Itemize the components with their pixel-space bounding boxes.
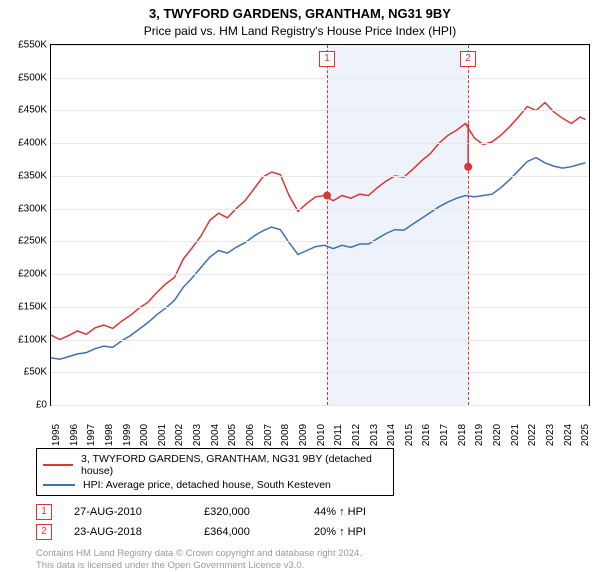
x-axis-label: 2025 xyxy=(580,424,591,446)
x-axis-label: 2019 xyxy=(474,424,485,446)
x-axis-label: 2004 xyxy=(210,424,221,446)
gridline xyxy=(51,405,589,406)
chart-title: 3, TWYFORD GARDENS, GRANTHAM, NG31 9BY xyxy=(0,6,600,21)
event-marker-box: 2 xyxy=(460,51,476,67)
gridline xyxy=(51,78,589,79)
gridline xyxy=(51,110,589,111)
x-axis-label: 1997 xyxy=(86,424,97,446)
gridline xyxy=(51,274,589,275)
event-date: 27-AUG-2010 xyxy=(74,506,204,518)
y-axis-label: £50K xyxy=(24,367,47,378)
legend-label: HPI: Average price, detached house, Sout… xyxy=(83,479,331,491)
event-pct: 44% ↑ HPI xyxy=(314,506,414,518)
x-axis-label: 2021 xyxy=(510,424,521,446)
y-axis-label: £550K xyxy=(18,40,47,51)
events-table: 1 27-AUG-2010£320,00044% ↑ HPI 2 23-AUG-201… xyxy=(36,502,600,542)
series-hpi xyxy=(51,158,586,360)
x-axis-label: 2017 xyxy=(439,424,450,446)
x-axis-label: 2024 xyxy=(563,424,574,446)
gridline xyxy=(51,176,589,177)
legend-swatch xyxy=(43,484,75,486)
x-axis-label: 2003 xyxy=(192,424,203,446)
event-row: 2 23-AUG-2018£364,00020% ↑ HPI xyxy=(36,522,600,542)
y-axis-label: £250K xyxy=(18,236,47,247)
y-axis-label: £0 xyxy=(36,400,47,411)
series-price_paid xyxy=(51,103,586,340)
event-price: £320,000 xyxy=(204,506,314,518)
x-axis-label: 2011 xyxy=(333,424,344,446)
gridline xyxy=(51,241,589,242)
y-axis-label: £300K xyxy=(18,203,47,214)
x-axis-label: 2010 xyxy=(316,424,327,446)
plot-svg xyxy=(51,45,589,405)
x-axis-label: 2008 xyxy=(280,424,291,446)
gridline xyxy=(51,307,589,308)
event-pct: 20% ↑ HPI xyxy=(314,526,414,538)
event-marker-box: 1 xyxy=(319,51,335,67)
event-id-box: 1 xyxy=(36,504,52,520)
y-axis-label: £150K xyxy=(18,301,47,312)
x-axis-label: 2007 xyxy=(263,424,274,446)
x-axis-label: 2014 xyxy=(386,424,397,446)
x-axis-label: 2018 xyxy=(457,424,468,446)
x-axis-label: 2023 xyxy=(545,424,556,446)
legend: 3, TWYFORD GARDENS, GRANTHAM, NG31 9BY (… xyxy=(36,448,394,496)
x-axis-label: 2022 xyxy=(527,424,538,446)
x-axis-label: 1995 xyxy=(51,424,62,446)
gridline xyxy=(51,143,589,144)
legend-item: HPI: Average price, detached house, Sout… xyxy=(43,478,387,492)
legend-swatch xyxy=(43,464,73,466)
event-vline xyxy=(468,45,469,405)
x-axis-label: 2015 xyxy=(404,424,415,446)
y-axis-label: £400K xyxy=(18,138,47,149)
y-axis-label: £450K xyxy=(18,105,47,116)
gridline xyxy=(51,340,589,341)
x-axis-label: 2009 xyxy=(298,424,309,446)
event-vline xyxy=(327,45,328,405)
y-axis-label: £200K xyxy=(18,269,47,280)
y-axis-label: £500K xyxy=(18,72,47,83)
footnote-line: Contains HM Land Registry data © Crown c… xyxy=(36,548,600,560)
plot-area: £0£50K£100K£150K£200K£250K£300K£350K£400… xyxy=(50,44,590,406)
event-price: £364,000 xyxy=(204,526,314,538)
chart-subtitle: Price paid vs. HM Land Registry's House … xyxy=(0,24,600,38)
gridline xyxy=(51,45,589,46)
chart-container: 3, TWYFORD GARDENS, GRANTHAM, NG31 9BY P… xyxy=(0,6,600,566)
x-axis-label: 2001 xyxy=(157,424,168,446)
x-axis-label: 2020 xyxy=(492,424,503,446)
event-row: 1 27-AUG-2010£320,00044% ↑ HPI xyxy=(36,502,600,522)
x-axis-label: 1999 xyxy=(122,424,133,446)
footnote-line: This data is licensed under the Open Gov… xyxy=(36,560,600,572)
y-axis-label: £100K xyxy=(18,334,47,345)
x-axis-label: 2016 xyxy=(421,424,432,446)
gridline xyxy=(51,209,589,210)
x-axis-label: 2005 xyxy=(227,424,238,446)
event-date: 23-AUG-2018 xyxy=(74,526,204,538)
x-axis-label: 1996 xyxy=(69,424,80,446)
x-axis-label: 2006 xyxy=(245,424,256,446)
gridline xyxy=(51,372,589,373)
x-axis-label: 2013 xyxy=(369,424,380,446)
x-axis-label: 2000 xyxy=(139,424,150,446)
legend-item: 3, TWYFORD GARDENS, GRANTHAM, NG31 9BY (… xyxy=(43,452,387,478)
legend-label: 3, TWYFORD GARDENS, GRANTHAM, NG31 9BY (… xyxy=(81,453,387,477)
x-axis-label: 2002 xyxy=(174,424,185,446)
x-axis-label: 1998 xyxy=(104,424,115,446)
event-id-box: 2 xyxy=(36,524,52,540)
x-axis-label: 2012 xyxy=(351,424,362,446)
y-axis-label: £350K xyxy=(18,170,47,181)
